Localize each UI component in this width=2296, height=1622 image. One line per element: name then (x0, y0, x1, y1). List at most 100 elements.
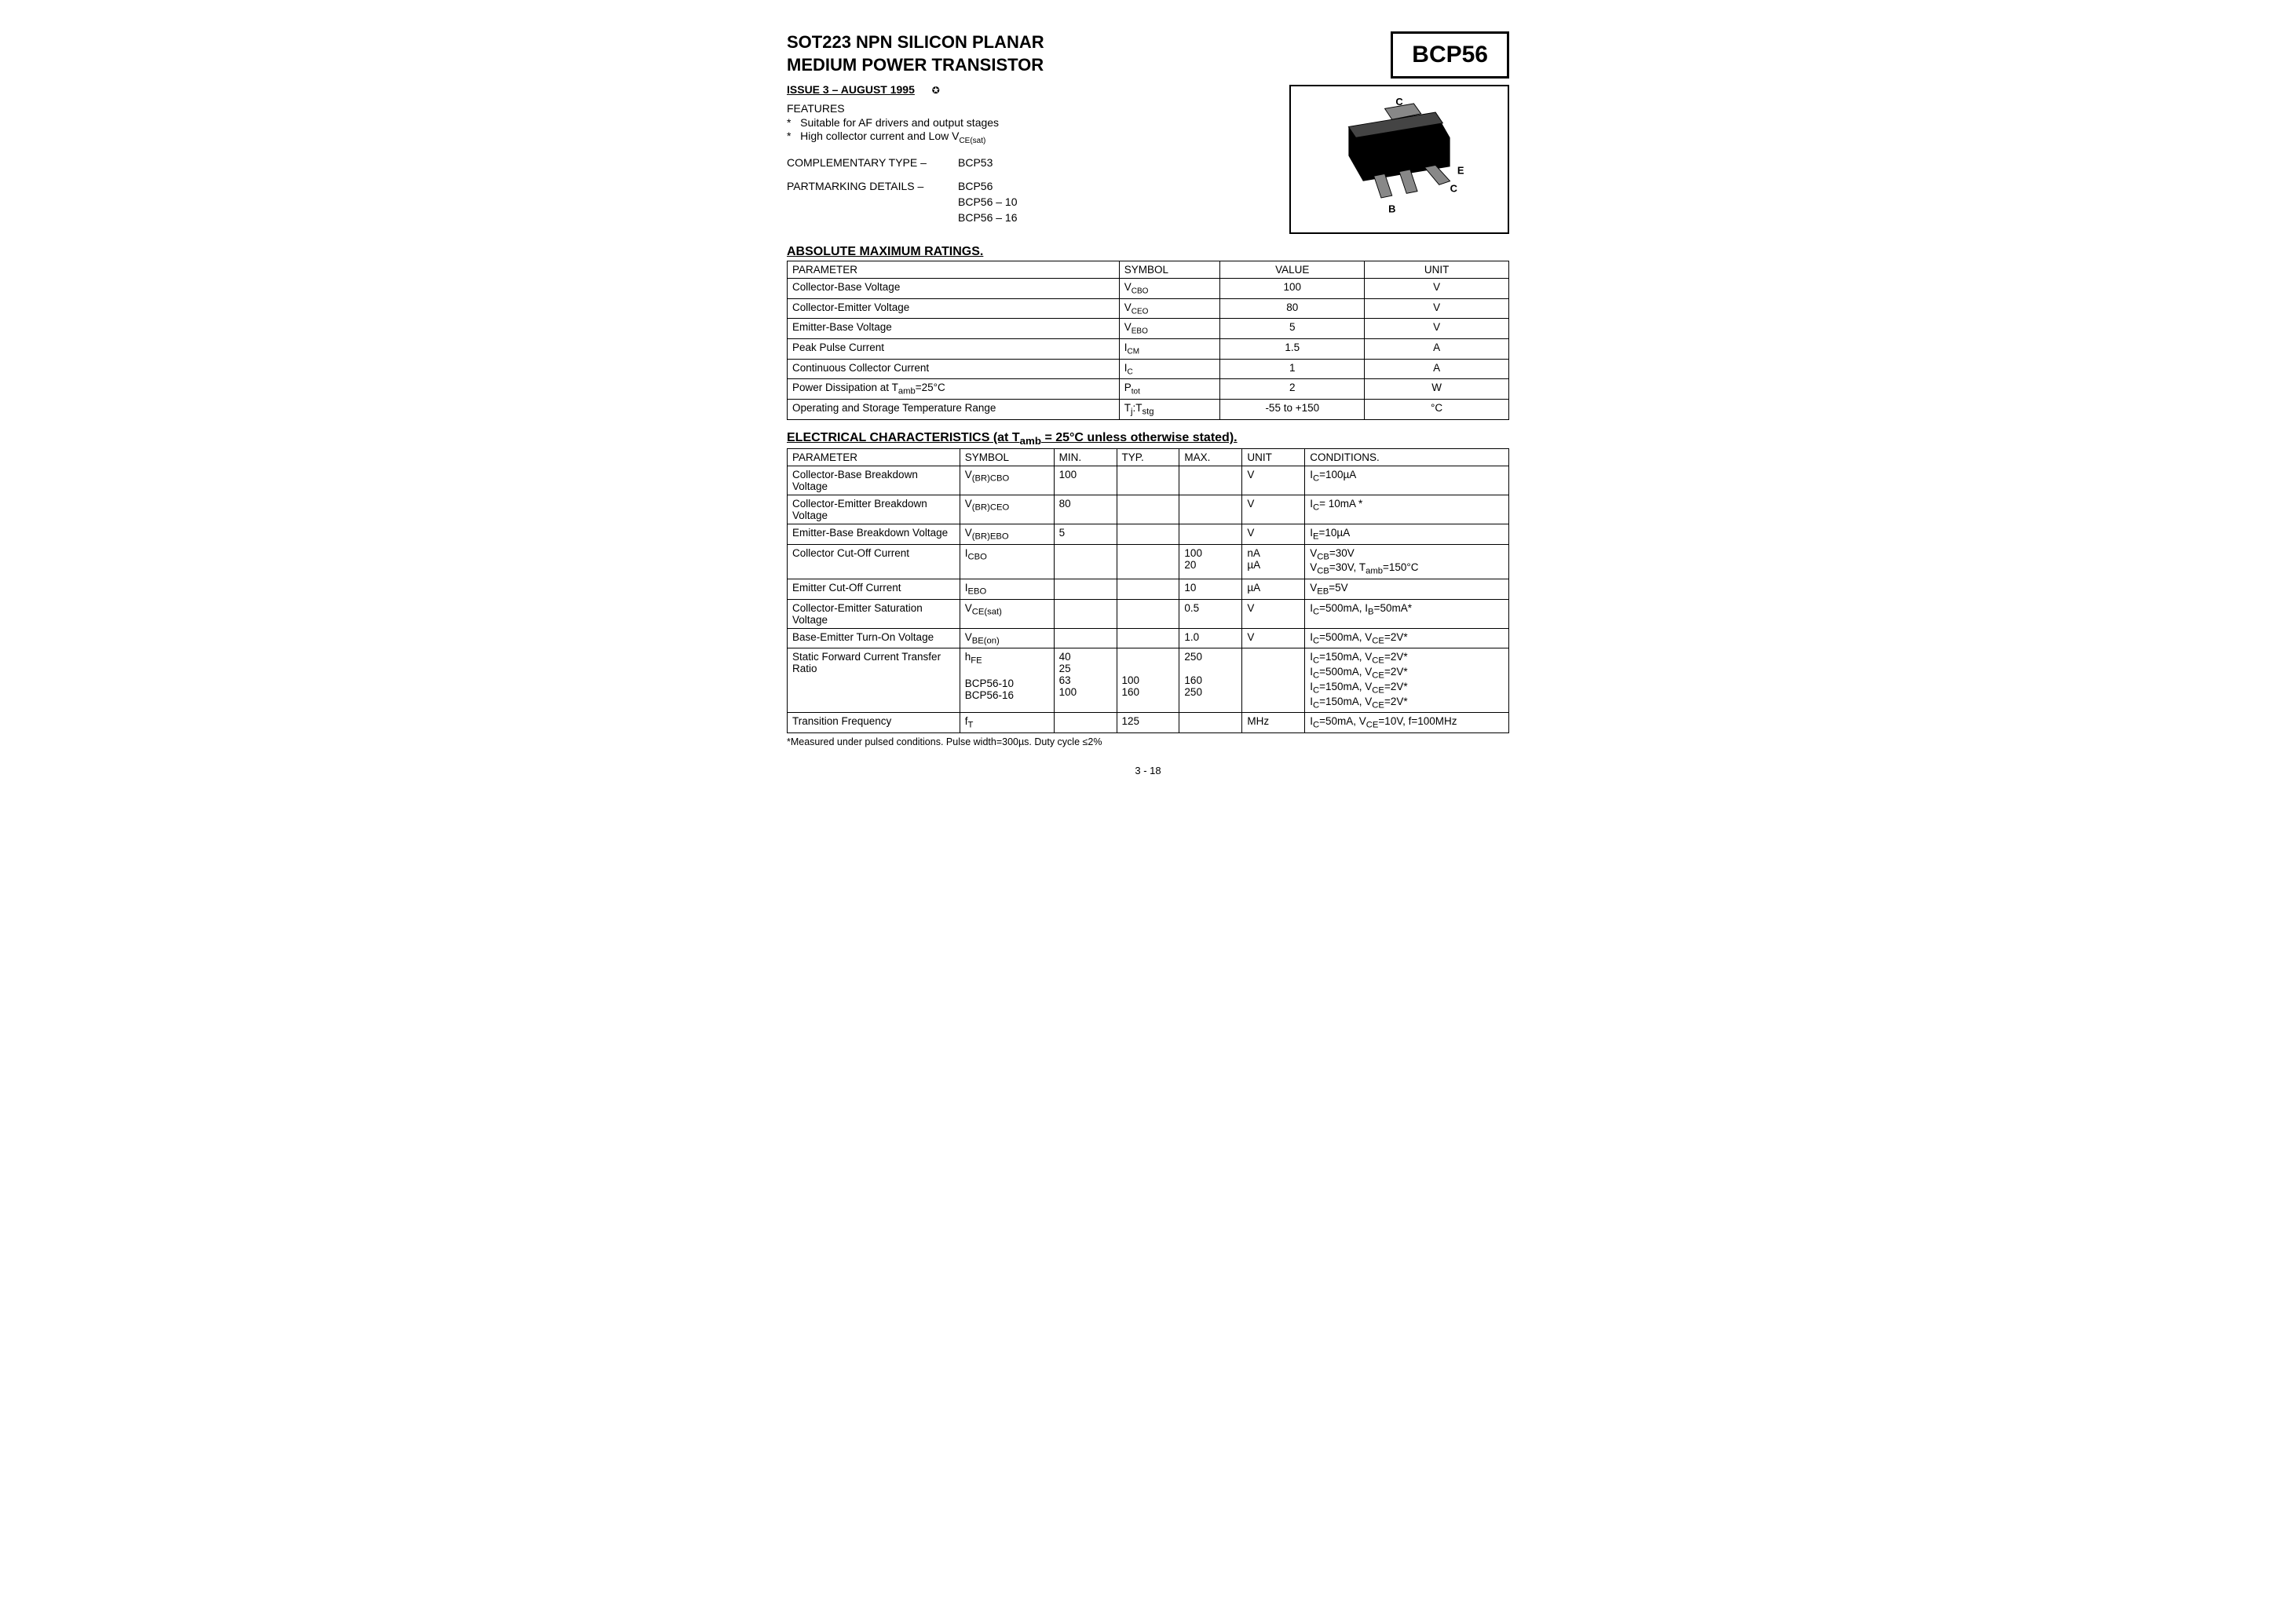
pin-c-top: C (1395, 97, 1402, 108)
cell-parameter: Static Forward Current Transfer Ratio (788, 648, 960, 713)
complementary-row: COMPLEMENTARY TYPE – BCP53 (787, 156, 1018, 169)
cell-parameter: Collector-Emitter Voltage (788, 298, 1120, 319)
cell-typ: 100160 (1117, 648, 1179, 713)
cell-min: 80 (1054, 495, 1117, 524)
cell-conditions: IC=500mA, IB=50mA* (1305, 599, 1509, 628)
intro-and-package: ISSUE 3 – AUGUST 1995 ✪ FEATURES * Suita… (787, 79, 1509, 234)
cell-value: 1 (1220, 359, 1365, 379)
cell-unit: A (1365, 339, 1509, 360)
table-row: Collector-Emitter Breakdown VoltageV(BR)… (788, 495, 1509, 524)
cell-value: -55 to +150 (1220, 400, 1365, 420)
cell-parameter: Power Dissipation at Tamb=25°C (788, 379, 1120, 400)
package-diagram: C E C B (1289, 85, 1509, 234)
pin-c: C (1450, 183, 1457, 195)
cell-conditions: IC=50mA, VCE=10V, f=100MHz (1305, 713, 1509, 733)
cell-symbol: VCEO (1119, 298, 1220, 319)
cell-unit: V (1242, 599, 1305, 628)
col-value: VALUE (1220, 261, 1365, 279)
cell-max (1179, 524, 1242, 545)
cell-unit: µA (1242, 579, 1305, 600)
feature-item: * High collector current and Low VCE(sat… (787, 130, 1018, 145)
cell-min (1054, 579, 1117, 600)
cell-unit: nAµA (1242, 544, 1305, 579)
cell-typ (1117, 524, 1179, 545)
cell-max: 10020 (1179, 544, 1242, 579)
table-header-row: PARAMETER SYMBOL MIN. TYP. MAX. UNIT CON… (788, 449, 1509, 466)
cell-symbol: ICM (1119, 339, 1220, 360)
cell-symbol: VCBO (1119, 279, 1220, 299)
cell-typ (1117, 628, 1179, 648)
cell-min: 402563100 (1054, 648, 1117, 713)
pin-b: B (1388, 203, 1395, 214)
cell-symbol: fT (960, 713, 1054, 733)
cell-parameter: Transition Frequency (788, 713, 960, 733)
cell-symbol: Tj:Tstg (1119, 400, 1220, 420)
table-row: Static Forward Current Transfer RatiohFE… (788, 648, 1509, 713)
col-unit: UNIT (1242, 449, 1305, 466)
table-row: Power Dissipation at Tamb=25°CPtot2W (788, 379, 1509, 400)
cell-parameter: Collector-Base Voltage (788, 279, 1120, 299)
cell-symbol: VEBO (1119, 319, 1220, 339)
cell-value: 5 (1220, 319, 1365, 339)
cell-parameter: Emitter-Base Breakdown Voltage (788, 524, 960, 545)
cell-parameter: Base-Emitter Turn-On Voltage (788, 628, 960, 648)
cell-symbol: VCE(sat) (960, 599, 1054, 628)
cell-value: 100 (1220, 279, 1365, 299)
cell-unit: V (1242, 495, 1305, 524)
cell-conditions: IC=500mA, VCE=2V* (1305, 628, 1509, 648)
header-row: SOT223 NPN SILICON PLANAR MEDIUM POWER T… (787, 31, 1509, 79)
datasheet-page: SOT223 NPN SILICON PLANAR MEDIUM POWER T… (787, 31, 1509, 776)
table-row: Transition FrequencyfT125MHzIC=50mA, VCE… (788, 713, 1509, 733)
col-unit: UNIT (1365, 261, 1509, 279)
cell-max: 1.0 (1179, 628, 1242, 648)
col-symbol: SYMBOL (1119, 261, 1220, 279)
cell-symbol: hFEBCP56-10BCP56-16 (960, 648, 1054, 713)
cell-parameter: Emitter-Base Voltage (788, 319, 1120, 339)
cell-conditions: IC=100µA (1305, 466, 1509, 495)
title-line-1: SOT223 NPN SILICON PLANAR (787, 31, 1044, 54)
table-row: Collector-Base VoltageVCBO100V (788, 279, 1509, 299)
cell-unit: °C (1365, 400, 1509, 420)
col-symbol: SYMBOL (960, 449, 1054, 466)
cell-unit: V (1242, 628, 1305, 648)
cell-unit: MHz (1242, 713, 1305, 733)
cell-parameter: Continuous Collector Current (788, 359, 1120, 379)
cell-max: 10 (1179, 579, 1242, 600)
table-row: Operating and Storage Temperature RangeT… (788, 400, 1509, 420)
complementary-label: COMPLEMENTARY TYPE – (787, 156, 952, 169)
partmarking-value: BCP56 – 10 (958, 195, 1018, 208)
cell-parameter: Emitter Cut-Off Current (788, 579, 960, 600)
cell-symbol: IC (1119, 359, 1220, 379)
table-row: Collector Cut-Off CurrentICBO10020nAµAVC… (788, 544, 1509, 579)
cell-value: 80 (1220, 298, 1365, 319)
cell-max (1179, 466, 1242, 495)
feature-sub: CE(sat) (959, 137, 985, 145)
cell-typ (1117, 544, 1179, 579)
cell-typ (1117, 599, 1179, 628)
cell-unit: V (1365, 319, 1509, 339)
table-row: Emitter Cut-Off CurrentIEBO10µAVEB=5V (788, 579, 1509, 600)
issue-label: ISSUE 3 – AUGUST 1995 (787, 83, 915, 96)
cell-min: 5 (1054, 524, 1117, 545)
cell-conditions: IC=150mA, VCE=2V*IC=500mA, VCE=2V*IC=150… (1305, 648, 1509, 713)
amr-heading: ABSOLUTE MAXIMUM RATINGS. (787, 245, 1509, 259)
cell-conditions: IC= 10mA * (1305, 495, 1509, 524)
table-row: Peak Pulse CurrentICM1.5A (788, 339, 1509, 360)
cell-max (1179, 713, 1242, 733)
cell-symbol: ICBO (960, 544, 1054, 579)
cell-conditions: IE=10µA (1305, 524, 1509, 545)
cell-min (1054, 713, 1117, 733)
title-line-2: MEDIUM POWER TRANSISTOR (787, 54, 1044, 77)
cell-min: 100 (1054, 466, 1117, 495)
table-row: Emitter-Base Breakdown VoltageV(BR)EBO5V… (788, 524, 1509, 545)
partmarking-value: BCP56 – 16 (958, 211, 1018, 224)
cell-min (1054, 599, 1117, 628)
feature-item: * Suitable for AF drivers and output sta… (787, 116, 1018, 129)
title-block: SOT223 NPN SILICON PLANAR MEDIUM POWER T… (787, 31, 1044, 76)
feature-text: Suitable for AF drivers and output stage… (800, 116, 999, 129)
cell-parameter: Peak Pulse Current (788, 339, 1120, 360)
footnote: *Measured under pulsed conditions. Pulse… (787, 736, 1509, 747)
cell-symbol: IEBO (960, 579, 1054, 600)
col-typ: TYP. (1117, 449, 1179, 466)
cell-typ (1117, 495, 1179, 524)
